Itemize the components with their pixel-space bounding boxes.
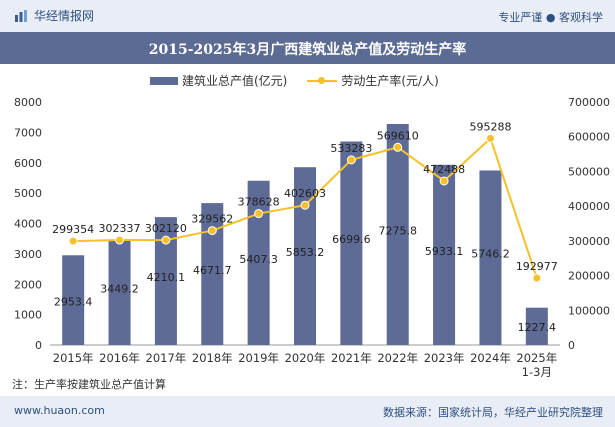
- x-tick-label: 2016年: [99, 351, 140, 365]
- y-right-tick-label: 100000: [568, 304, 610, 317]
- line-point: [439, 176, 449, 186]
- bar: [433, 164, 456, 345]
- bar: [479, 170, 502, 345]
- x-tick-label: 2021年: [331, 351, 372, 365]
- x-tick-label: 2022年: [377, 351, 418, 365]
- line-value-label: 329562: [191, 213, 233, 226]
- bar: [201, 203, 224, 345]
- bar-value-label: 5746.2: [471, 248, 510, 261]
- line-value-label: 569610: [377, 129, 419, 142]
- x-tick-label: 2023年: [424, 351, 465, 365]
- legend-bar-swatch: [150, 76, 178, 85]
- line-value-label: 595288: [469, 120, 511, 133]
- x-tick-label: 2019年: [238, 351, 279, 365]
- footnote: 注：生产率按建筑业总产值计算: [12, 378, 166, 391]
- bar-value-label: 6699.6: [332, 233, 371, 246]
- x-tick-label: 2025年: [516, 351, 557, 365]
- y-left-tick-label: 5000: [14, 187, 42, 200]
- y-right-tick-label: 0: [568, 339, 575, 352]
- bar-value-label: 5407.3: [239, 253, 278, 266]
- line-value-label: 378628: [238, 196, 280, 209]
- bar: [62, 255, 85, 345]
- bar: [386, 123, 409, 345]
- y-left-tick-label: 0: [35, 339, 42, 352]
- bar: [108, 240, 131, 345]
- bar-value-label: 3449.2: [100, 283, 139, 296]
- bar-value-label: 5853.2: [286, 246, 325, 259]
- bar-value-label: 4671.7: [193, 264, 232, 277]
- footer-source: 数据来源：国家统计局，华经产业研究院整理: [383, 406, 603, 419]
- y-right-tick-label: 700000: [568, 96, 610, 109]
- bar: [340, 141, 363, 345]
- line-point: [300, 200, 310, 210]
- y-left-tick-label: 2000: [14, 278, 42, 291]
- bar-value-label: 2953.4: [54, 295, 93, 308]
- bar: [294, 167, 316, 345]
- footer-bar: www.huaon.com 数据来源：国家统计局，华经产业研究院整理: [0, 396, 615, 427]
- line-point: [393, 142, 403, 152]
- line-point: [68, 236, 78, 246]
- y-left-tick-label: 7000: [14, 126, 42, 139]
- bar-value-label: 1227.4: [518, 321, 557, 334]
- bar-value-label: 4210.1: [147, 271, 186, 284]
- chart-title: 2015-2025年3月广西建筑业总产值及劳动生产率: [148, 42, 467, 58]
- line-value-label: 302337: [99, 222, 141, 235]
- y-right-tick-label: 400000: [568, 200, 610, 213]
- y-left-tick-label: 4000: [14, 218, 42, 231]
- bar-value-label: 5933.1: [425, 245, 464, 258]
- y-right-tick-label: 600000: [568, 131, 610, 144]
- legend: 建筑业总产值(亿元) 劳动生产率(元/人): [150, 72, 439, 89]
- x-tick-label: 2020年: [285, 351, 326, 365]
- y-left-tick-label: 3000: [14, 248, 42, 261]
- line-point: [485, 133, 495, 143]
- line-value-label: 533283: [330, 142, 372, 155]
- header-bar: 华经情报网 专业严谨 ● 客观科学: [0, 0, 615, 32]
- line-point: [346, 155, 356, 165]
- y-left-tick-label: 6000: [14, 157, 42, 170]
- line-value-label: 192977: [516, 260, 558, 273]
- y-left-tick-label: 1000: [14, 309, 42, 322]
- brand-name: 华经情报网: [34, 9, 95, 23]
- bar: [247, 180, 270, 345]
- brand: 华经情报网: [14, 7, 94, 24]
- legend-line-label: 劳动生产率(元/人): [341, 74, 439, 88]
- line-value-label: 472488: [423, 163, 465, 176]
- bar: [154, 217, 177, 345]
- x-tick-label: 2015年: [53, 351, 94, 365]
- y-right-tick-label: 500000: [568, 165, 610, 178]
- tagline: 专业严谨 ● 客观科学: [498, 11, 603, 24]
- x-tick-label: 2017年: [146, 351, 187, 365]
- line-point: [115, 235, 125, 245]
- line-point: [532, 273, 542, 283]
- line-point: [161, 235, 171, 245]
- x-tick-label: 2024年: [470, 351, 511, 365]
- legend-line-swatch: [307, 76, 338, 84]
- bar: [525, 307, 548, 345]
- y-right-tick-label: 300000: [568, 235, 610, 248]
- title-bar: 2015-2025年3月广西建筑业总产值及劳动生产率: [0, 32, 615, 64]
- x-tick-label: 2018年: [192, 351, 233, 365]
- bar-value-label: 7275.8: [378, 224, 417, 237]
- line-value-label: 402603: [284, 187, 326, 200]
- line-point: [254, 209, 264, 219]
- line-point: [207, 226, 217, 236]
- footer-url: www.huaon.com: [14, 404, 105, 417]
- x-tick-label: 1-3月: [522, 365, 552, 379]
- y-left-tick-label: 8000: [14, 96, 42, 109]
- line-value-label: 302120: [145, 222, 187, 235]
- line-value-label: 299354: [52, 223, 94, 236]
- legend-bar-label: 建筑业总产值(亿元): [182, 74, 288, 88]
- logo-icon: [14, 9, 28, 23]
- y-right-tick-label: 200000: [568, 270, 610, 283]
